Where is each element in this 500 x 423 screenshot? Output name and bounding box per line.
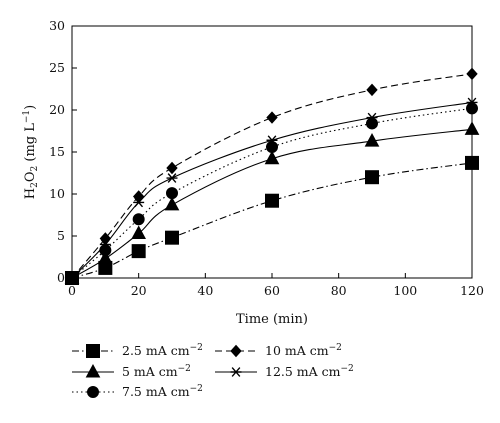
data-point (466, 67, 478, 81)
series-line (71, 162, 473, 279)
legend-label-exp: −2 (178, 364, 191, 374)
data-point (265, 193, 279, 208)
y-tick-label: 30 (49, 18, 65, 33)
legend-item: 12.5 mA cm−2 (215, 364, 354, 379)
legend-label: 12.5 mA cm−2 (265, 364, 354, 379)
legend-label-base: 12.5 mA cm (265, 364, 341, 379)
data-point (266, 140, 278, 153)
data-point (99, 239, 111, 250)
x-tick-label: 120 (460, 283, 484, 298)
data-point (366, 112, 378, 123)
y-axis-title-mid: O (23, 171, 38, 182)
data-point (465, 155, 479, 170)
legend-item: 7.5 mA cm−2 (72, 384, 203, 399)
y-tick-label: 5 (57, 228, 65, 243)
data-point (464, 121, 480, 135)
data-point (165, 230, 179, 245)
y-tick-label: 0 (57, 270, 65, 285)
data-point (133, 197, 145, 208)
legend-label: 7.5 mA cm−2 (122, 384, 203, 399)
data-point (132, 213, 145, 226)
data-point (366, 117, 378, 130)
data-point (266, 135, 278, 146)
data-point (166, 173, 178, 183)
series-square (65, 155, 479, 285)
y-axis-title-close: ) (23, 105, 38, 110)
x-tick-label: 40 (197, 283, 213, 298)
x-tick-label: 0 (68, 283, 76, 298)
y-axis-title-sub1: 2 (30, 182, 40, 188)
data-point (131, 244, 146, 259)
y-axis: 0 5 10 15 20 25 30 (49, 18, 77, 285)
legend-label: 2.5 mA cm−2 (122, 343, 203, 358)
legend-item: 2.5 mA cm−2 (72, 343, 203, 358)
legend-marker (85, 363, 101, 378)
data-point (466, 102, 478, 115)
legend-label-exp: −2 (329, 343, 342, 353)
series-diamond (66, 67, 478, 285)
legend-item: 10 mA cm−2 (215, 343, 342, 358)
y-axis-title-base: H (23, 188, 38, 199)
data-point (164, 196, 180, 211)
data-point (99, 244, 112, 257)
data-point (131, 225, 147, 239)
data-point (365, 170, 379, 185)
y-axis-title-exp: −1 (22, 110, 32, 123)
legend-item: 5 mA cm−2 (72, 363, 191, 379)
legend-label-exp: −2 (341, 364, 354, 374)
legend-label-base: 10 mA cm (265, 343, 329, 358)
x-axis: 0 20 40 60 80 100 120 (68, 273, 484, 298)
data-point (366, 83, 378, 97)
y-tick-label: 10 (49, 186, 65, 201)
data-point (264, 150, 280, 165)
series-layer (64, 67, 480, 285)
data-point (66, 273, 78, 283)
y-tick-label: 25 (49, 60, 65, 75)
legend-label-base: 5 mA cm (122, 364, 178, 379)
legend-label-exp: −2 (190, 384, 203, 394)
x-tick-label: 60 (264, 283, 280, 298)
x-tick-label: 20 (131, 283, 147, 298)
y-axis-title: H2O2 (mg L−1) (22, 105, 40, 199)
y-tick-label: 20 (49, 102, 65, 117)
data-point (166, 161, 178, 175)
legend-label: 10 mA cm−2 (265, 343, 342, 358)
x-tick-label: 100 (393, 283, 417, 298)
legend-marker (87, 386, 99, 398)
data-point (364, 133, 380, 147)
y-axis-title-unit: (mg L (23, 123, 38, 166)
data-point (166, 187, 178, 200)
y-axis-title-sub2: 2 (30, 166, 40, 172)
x-tick-label: 80 (331, 283, 347, 298)
legend-label-base: 7.5 mA cm (122, 384, 190, 399)
legend: 2.5 mA cm−25 mA cm−27.5 mA cm−210 mA cm−… (72, 343, 354, 399)
legend-label: 5 mA cm−2 (122, 364, 191, 379)
y-tick-label: 15 (49, 144, 65, 159)
legend-marker (86, 344, 100, 358)
legend-marker (230, 367, 242, 377)
x-axis-title: Time (min) (236, 312, 308, 327)
data-point (466, 97, 478, 108)
series-star (66, 97, 478, 283)
data-point (266, 111, 278, 124)
data-point (97, 250, 113, 265)
legend-label-base: 2.5 mA cm (122, 343, 190, 358)
legend-marker (230, 344, 242, 358)
legend-label-exp: −2 (190, 343, 203, 353)
